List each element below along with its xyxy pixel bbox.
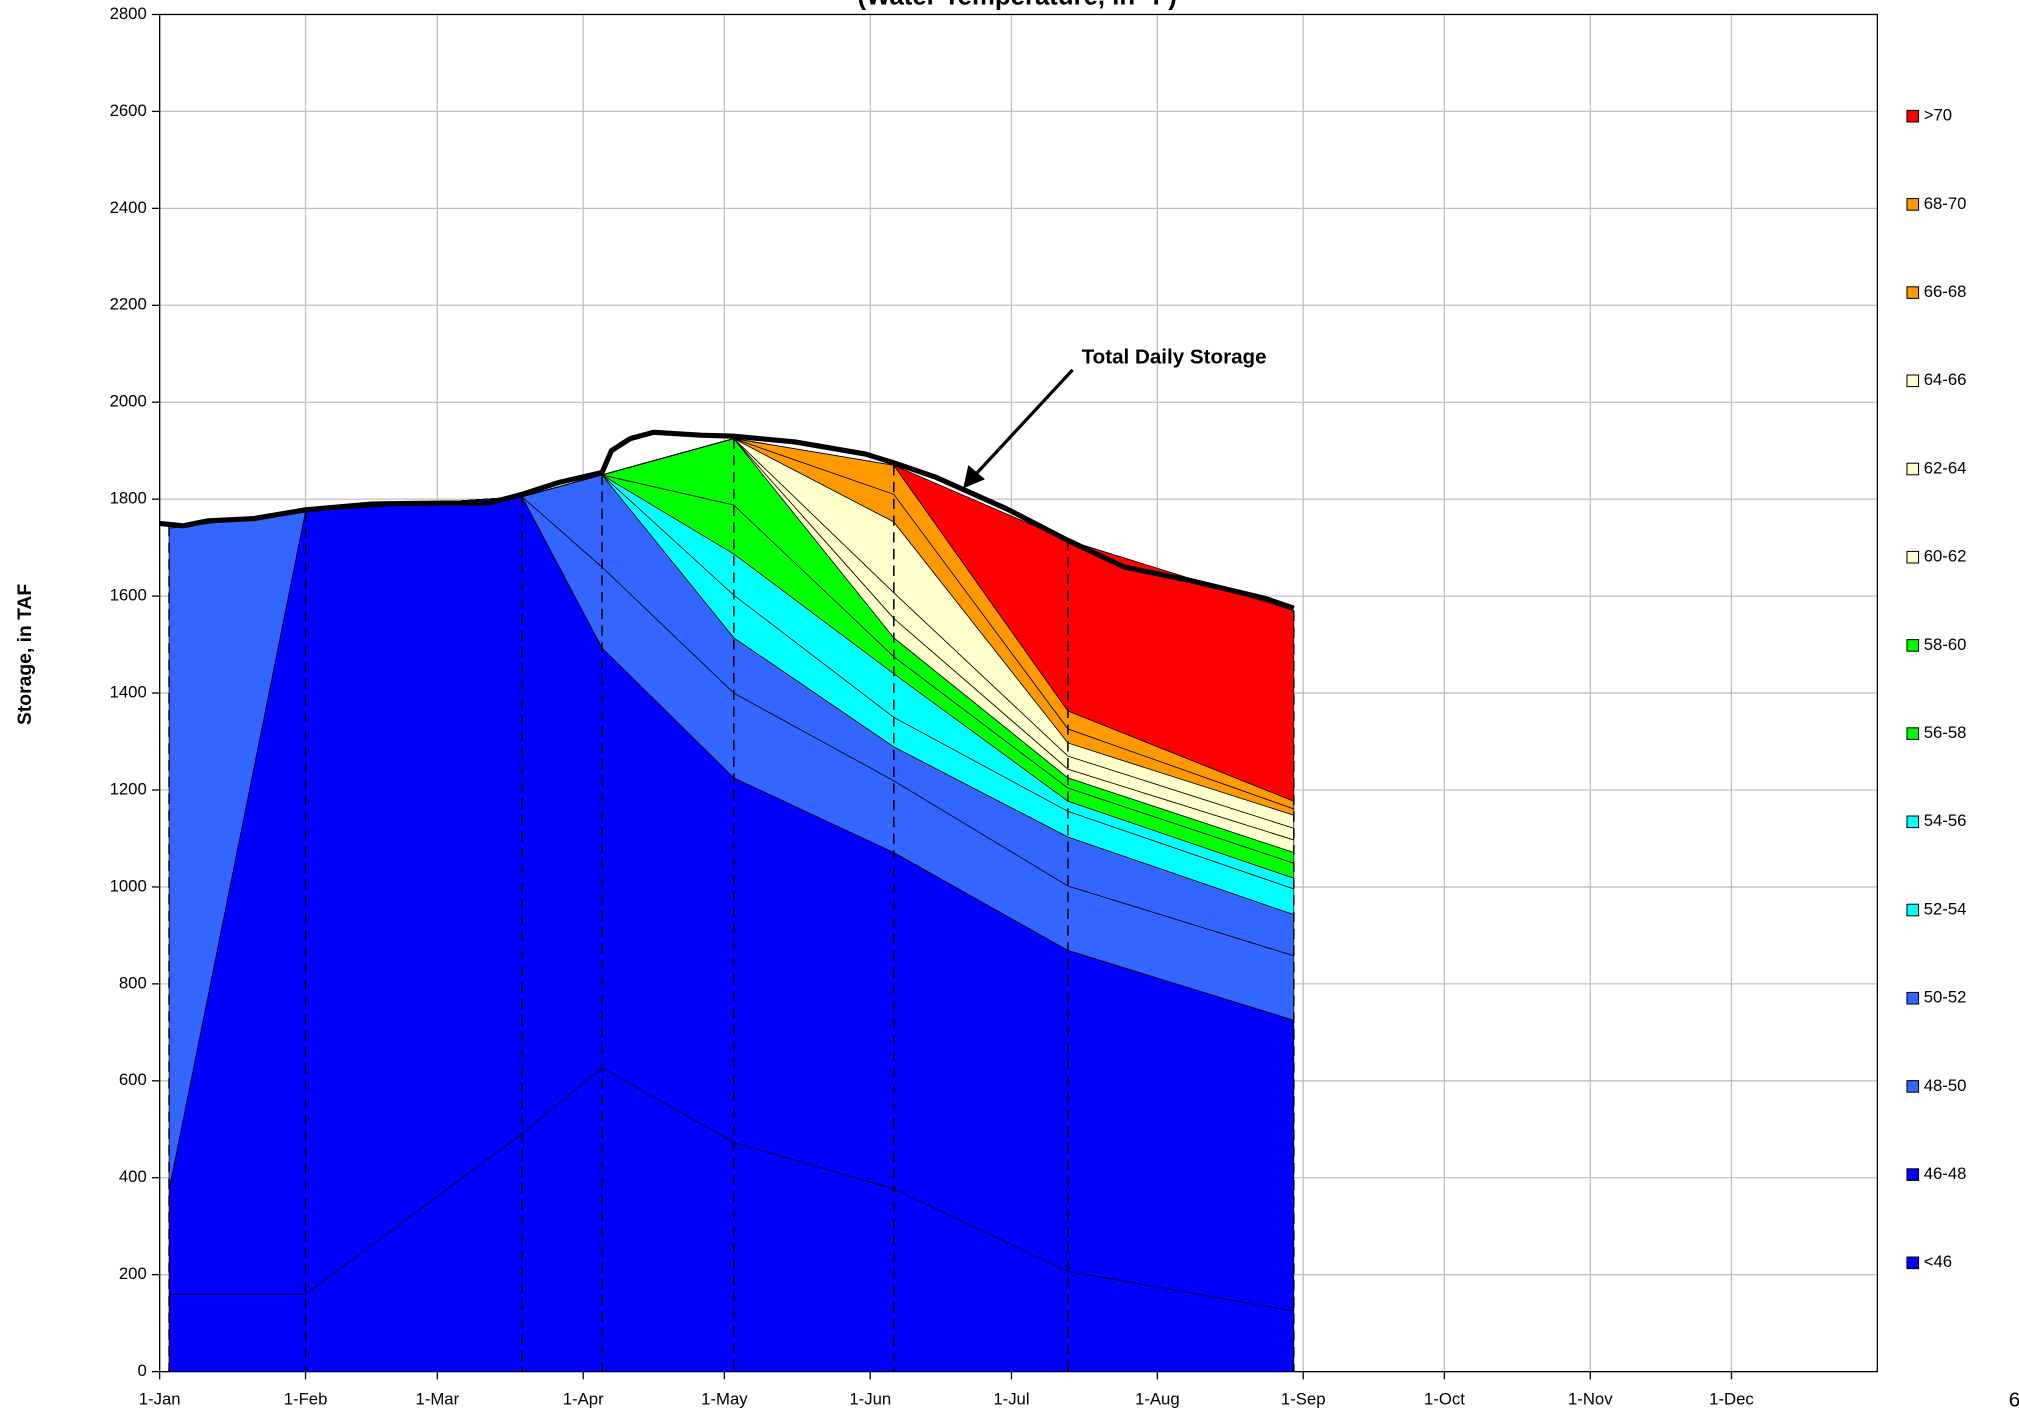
y-tick-label: 200 [119,1264,147,1283]
y-tick-label: 400 [119,1167,147,1186]
legend-swatch [1906,286,1920,299]
legend-swatch [1906,374,1920,388]
legend-label: 68-70 [1924,194,1967,213]
legend-swatch [1906,1168,1920,1181]
y-tick-label: 1200 [110,779,147,798]
legend-swatch [1906,109,1920,123]
y-tick-label: 2200 [110,295,147,314]
y-tick-label: 2600 [110,101,147,120]
legend-label: 58-60 [1924,635,1967,654]
legend-swatch [1906,727,1920,740]
legend-label: 52-54 [1924,899,1967,918]
x-tick-label: 1-Jul [993,1389,1029,1408]
legend-swatch [1906,1256,1920,1270]
legend-label: <46 [1924,1252,1952,1271]
x-tick-label: 1-Oct [1424,1389,1465,1408]
legend-swatch [1906,639,1920,652]
arrow-head [963,465,986,489]
legend-swatch [1906,1080,1920,1093]
y-tick-label: 800 [119,973,147,992]
legend-swatch [1906,903,1920,917]
grid: 0 200 400 600 800 1000 1200 1400 1600 1800 2000 220… [110,4,1879,1408]
legend-label: 66-68 [1924,282,1967,301]
y-axis-label: Storage, in TAF [15,584,36,725]
annotation-arrow [972,368,1074,478]
x-tick-label: 1-May [701,1389,748,1408]
x-tick-label: 1-Jan [139,1389,181,1408]
x-tick-label: 1-Mar [415,1389,459,1408]
legend-label: >70 [1924,106,1952,125]
area-band [169,438,1295,802]
legend-label: 48-50 [1924,1076,1967,1095]
legend-label: 54-56 [1924,811,1967,830]
legend-label: 60-62 [1924,547,1967,566]
chart-title: (Water Temperature, in °F) [858,0,1177,11]
legend-swatch [1906,198,1920,211]
x-tick-label: 1-Jun [849,1389,891,1408]
legend-label: 62-64 [1924,458,1967,477]
legend-label: 64-66 [1924,370,1967,389]
y-tick-label: 2800 [110,4,147,23]
y-tick-label: 1400 [110,682,147,701]
page-number: 6 [2009,1389,2019,1412]
x-tick-label: 1-Aug [1135,1389,1180,1408]
x-tick-label: 1-Feb [284,1389,328,1408]
x-tick-label: 1-Nov [1568,1389,1613,1408]
x-tick-label: 1-Sep [1281,1389,1326,1408]
overlay [159,429,1295,1372]
y-tick-label: 2400 [110,198,147,217]
legend-swatch [1906,815,1920,829]
y-tick-label: 600 [119,1070,147,1089]
areas [168,438,1295,1373]
y-tick-label: 1800 [110,489,147,508]
legend-swatch [1906,462,1920,476]
y-tick-label: 1000 [110,876,147,895]
y-tick-label: 1600 [110,586,147,605]
total-storage-line [159,429,1295,611]
legend-label: 46-48 [1924,1164,1967,1183]
x-tick-label: 1-Apr [563,1389,604,1408]
legend-label: 50-52 [1924,988,1967,1007]
y-tick-label: 0 [137,1361,146,1380]
legend: >70 68-70 66-68 64-66 62-64 60-62 58-60 56-58 54… [1906,106,1967,1271]
legend-swatch [1906,991,1920,1005]
x-tick-label: 1-Dec [1709,1389,1754,1408]
annotation: Total Daily Storage [1082,346,1267,369]
y-tick-label: 2000 [110,392,147,411]
legend-label: 56-58 [1924,723,1967,742]
legend-swatch [1906,550,1920,564]
